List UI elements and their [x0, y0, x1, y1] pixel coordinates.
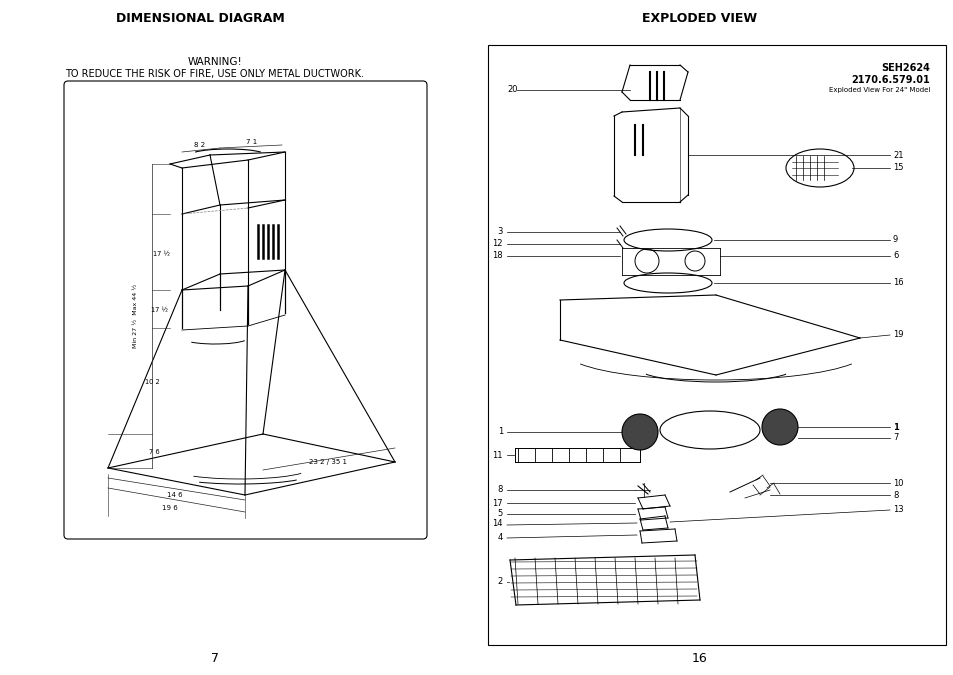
Text: 18: 18	[492, 252, 502, 261]
Text: 7 1: 7 1	[246, 139, 257, 145]
Text: 14: 14	[492, 520, 502, 529]
Text: 19: 19	[892, 331, 902, 340]
Text: 23 2 / 35 1: 23 2 / 35 1	[309, 459, 347, 465]
Text: 14 6: 14 6	[167, 492, 183, 498]
Text: EXPLODED VIEW: EXPLODED VIEW	[641, 11, 757, 24]
Text: 8: 8	[497, 485, 502, 495]
Text: 16: 16	[691, 651, 707, 664]
Text: 2: 2	[497, 578, 502, 587]
Ellipse shape	[761, 409, 797, 445]
Text: 2170.6.579.01: 2170.6.579.01	[850, 75, 929, 85]
Text: 17 ½: 17 ½	[151, 307, 168, 313]
Bar	[488, 45, 945, 645]
Text: 15: 15	[892, 163, 902, 173]
Text: 11: 11	[492, 450, 502, 460]
Text: SEH2624: SEH2624	[881, 63, 929, 73]
Text: 7: 7	[892, 433, 898, 443]
Text: Exploded View For 24" Model: Exploded View For 24" Model	[828, 87, 929, 93]
Text: WARNING!: WARNING!	[188, 57, 242, 67]
Text: 20: 20	[506, 86, 517, 94]
Text: 8 2: 8 2	[194, 142, 205, 148]
Ellipse shape	[621, 414, 658, 450]
Text: 4: 4	[497, 533, 502, 541]
Text: 3: 3	[497, 227, 502, 236]
Text: 8: 8	[892, 491, 898, 500]
Text: 12: 12	[492, 240, 502, 248]
Text: 16: 16	[892, 279, 902, 288]
Text: 21: 21	[892, 151, 902, 159]
Text: TO REDUCE THE RISK OF FIRE, USE ONLY METAL DUCTWORK.: TO REDUCE THE RISK OF FIRE, USE ONLY MET…	[66, 69, 364, 79]
Text: 19 6: 19 6	[162, 505, 177, 511]
Text: 17: 17	[492, 499, 502, 508]
Text: 13: 13	[892, 506, 902, 514]
FancyBboxPatch shape	[64, 81, 427, 539]
Text: 10: 10	[892, 479, 902, 487]
Text: 17 ½: 17 ½	[152, 251, 170, 257]
Text: 1: 1	[497, 427, 502, 437]
Text: DIMENSIONAL DIAGRAM: DIMENSIONAL DIAGRAM	[115, 11, 284, 24]
Text: 1: 1	[892, 423, 898, 431]
Text: 10 2: 10 2	[145, 379, 160, 385]
Text: 7 6: 7 6	[150, 449, 160, 455]
Text: Min 27 ½  Max 44 ½: Min 27 ½ Max 44 ½	[132, 284, 138, 348]
Text: 7: 7	[211, 651, 219, 664]
Text: 6: 6	[892, 252, 898, 261]
Text: 5: 5	[497, 510, 502, 518]
Text: 9: 9	[892, 236, 898, 244]
